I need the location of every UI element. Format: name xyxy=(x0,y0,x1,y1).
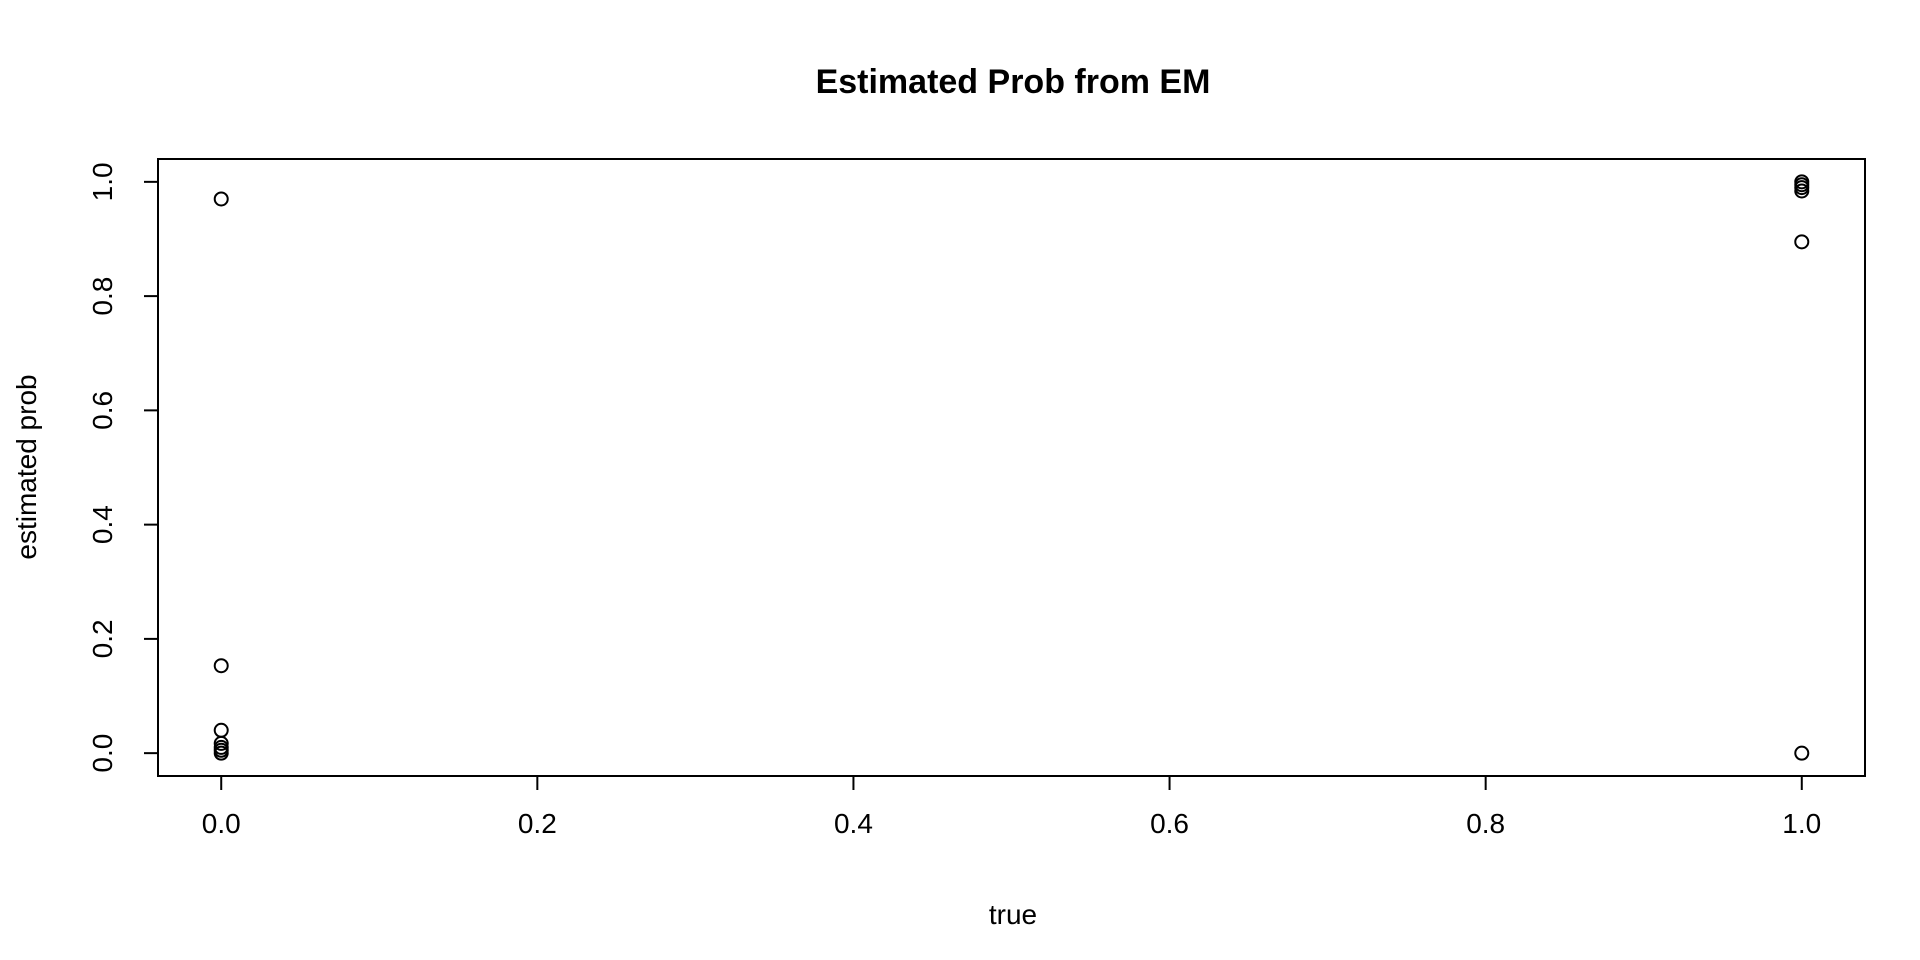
data-point xyxy=(1794,234,1810,250)
y-axis-label: estimated prob xyxy=(11,374,42,559)
data-point xyxy=(213,735,229,751)
x-tick-label: 0.2 xyxy=(518,808,557,839)
data-point xyxy=(213,658,229,674)
y-tick-label: 0.4 xyxy=(87,505,118,544)
y-tick-label: 0.2 xyxy=(87,619,118,658)
x-tick-label: 0.6 xyxy=(1150,808,1189,839)
y-axis: 0.0 0.2 0.4 0.6 0.8 1.0 xyxy=(87,162,159,773)
plot-area-border xyxy=(157,158,1866,777)
y-tick-label: 0.6 xyxy=(87,391,118,430)
x-tick-label: 0.0 xyxy=(202,808,241,839)
data-point xyxy=(1794,183,1810,199)
points-layer xyxy=(213,174,1810,761)
data-point xyxy=(213,745,229,761)
x-tick-label: 0.4 xyxy=(834,808,873,839)
x-axis: 0.0 0.2 0.4 0.6 0.8 1.0 xyxy=(202,775,1821,839)
x-tick-label: 1.0 xyxy=(1782,808,1821,839)
y-tick-label: 0.8 xyxy=(87,277,118,316)
y-tick-label: 1.0 xyxy=(87,162,118,201)
data-point xyxy=(213,191,229,207)
chart-title: Estimated Prob from EM xyxy=(816,63,1211,101)
data-point xyxy=(1794,745,1810,761)
y-tick-label: 0.0 xyxy=(87,734,118,773)
data-point xyxy=(213,722,229,738)
x-tick-label: 0.8 xyxy=(1466,808,1505,839)
x-axis-label: true xyxy=(989,899,1037,930)
